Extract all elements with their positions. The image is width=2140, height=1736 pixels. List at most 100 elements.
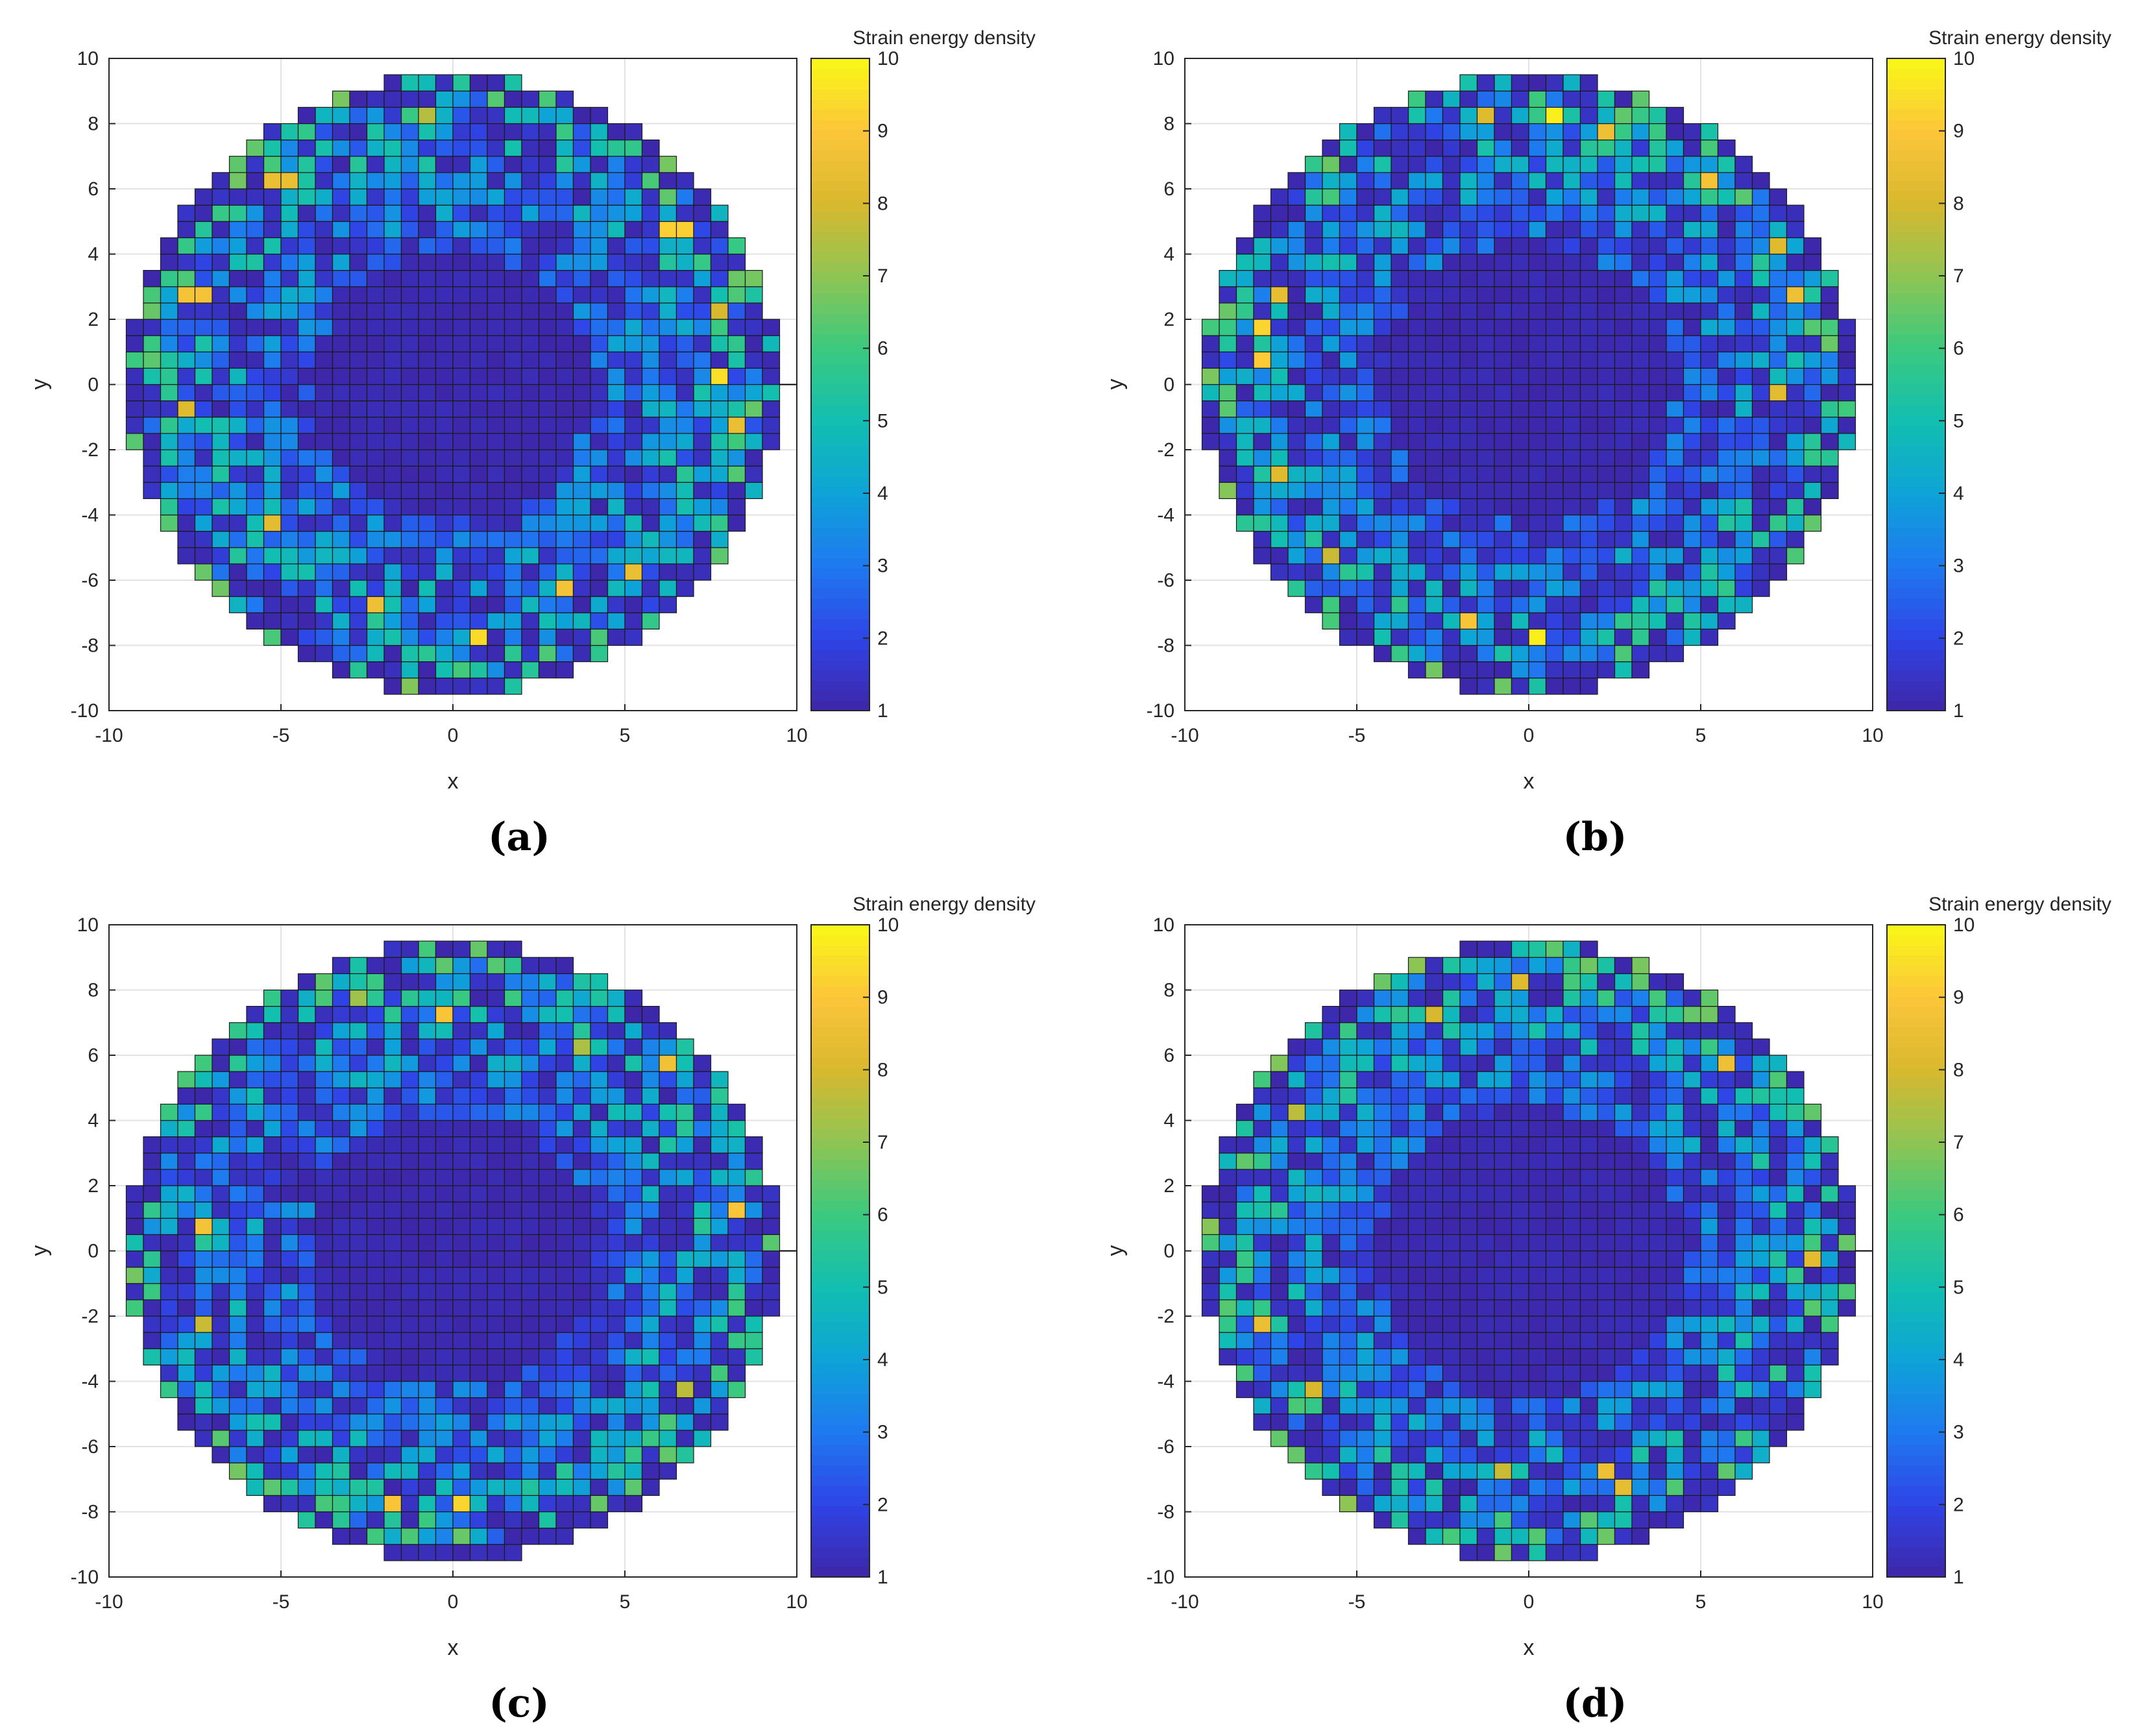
heatmap-cell xyxy=(728,385,746,401)
heatmap-cell xyxy=(1254,401,1271,417)
heatmap-cell xyxy=(659,205,677,221)
colorbar-segment xyxy=(811,1414,869,1425)
heatmap-cell xyxy=(1563,1545,1581,1561)
heatmap-cell xyxy=(556,1023,574,1039)
heatmap-cell xyxy=(1804,1234,1821,1251)
heatmap-cell xyxy=(625,238,642,254)
colorbar-segment xyxy=(811,598,869,609)
heatmap-cell xyxy=(1374,140,1392,156)
heatmap-cell xyxy=(281,580,298,596)
heatmap-cell xyxy=(470,271,488,287)
heatmap-cell xyxy=(1494,515,1512,532)
heatmap-cell xyxy=(1684,580,1701,596)
heatmap-cell xyxy=(590,385,608,401)
heatmap-cell xyxy=(574,1218,591,1234)
heatmap-cell xyxy=(419,1234,436,1251)
heatmap-cell xyxy=(1753,1137,1770,1153)
heatmap-cell xyxy=(556,482,574,498)
heatmap-cell xyxy=(1598,352,1615,368)
heatmap-cell xyxy=(728,1234,746,1251)
heatmap-cell xyxy=(350,303,367,319)
heatmap-cell xyxy=(539,287,557,303)
heatmap-cell xyxy=(556,417,574,434)
heatmap-cell xyxy=(642,515,660,532)
colorbar-segment xyxy=(811,1129,869,1140)
heatmap-cell xyxy=(1649,336,1667,352)
heatmap-cell xyxy=(281,189,298,205)
heatmap-cell xyxy=(762,1300,780,1316)
heatmap-cell xyxy=(1460,368,1477,384)
heatmap-cell xyxy=(230,466,247,482)
heatmap-cell xyxy=(505,498,522,515)
heatmap-cell xyxy=(1477,303,1495,319)
heatmap-cell xyxy=(659,1137,677,1153)
heatmap-cell xyxy=(1202,352,1220,368)
heatmap-cell xyxy=(1632,1300,1649,1316)
heatmap-cell xyxy=(677,221,694,238)
colorbar-segment xyxy=(811,1037,869,1048)
heatmap-cell xyxy=(1735,287,1753,303)
heatmap-cell xyxy=(1701,1121,1718,1137)
heatmap-cell xyxy=(1649,221,1667,238)
heatmap-cell xyxy=(1237,450,1254,466)
heatmap-cell xyxy=(1409,401,1426,417)
heatmap-cell xyxy=(1804,1251,1821,1267)
heatmap-cell xyxy=(1494,1023,1512,1039)
heatmap-cell xyxy=(625,466,642,482)
heatmap-cell xyxy=(419,1382,436,1398)
heatmap-cell xyxy=(659,1186,677,1202)
heatmap-cell xyxy=(1838,401,1856,417)
heatmap-cell xyxy=(315,401,333,417)
heatmap-cell xyxy=(367,580,385,596)
heatmap-cell xyxy=(1494,1071,1512,1088)
y-tick-label: 0 xyxy=(1163,374,1174,396)
heatmap-cell xyxy=(1494,173,1512,189)
colorbar-segment xyxy=(811,1057,869,1068)
heatmap-cell xyxy=(1443,990,1461,1007)
heatmap-cell xyxy=(1649,1414,1667,1430)
heatmap-cell xyxy=(1632,1055,1649,1071)
heatmap-cell xyxy=(333,450,350,466)
colorbar-segment xyxy=(811,191,869,202)
heatmap-cell xyxy=(1460,596,1477,613)
colorbar-segment xyxy=(1887,589,1945,600)
heatmap-cell xyxy=(625,564,642,580)
colorbar-segment xyxy=(1887,374,1945,385)
heatmap-cell xyxy=(1494,941,1512,957)
heatmap-cell xyxy=(195,466,213,482)
heatmap-cell xyxy=(1615,1234,1633,1251)
heatmap-cell xyxy=(642,1104,660,1120)
heatmap-cell xyxy=(1443,1251,1461,1267)
heatmap-cell xyxy=(1632,564,1649,580)
colorbar-segment xyxy=(811,1343,869,1354)
heatmap-cell xyxy=(315,580,333,596)
heatmap-cell xyxy=(1512,124,1529,140)
heatmap-cell xyxy=(1306,1349,1323,1365)
heatmap-cell xyxy=(608,173,626,189)
heatmap-cell xyxy=(1374,401,1392,417)
colorbar-segment xyxy=(811,659,869,670)
heatmap-cell xyxy=(1357,1495,1374,1511)
heatmap-cell xyxy=(522,1382,539,1398)
heatmap-cell xyxy=(1649,1316,1667,1332)
heatmap-cell xyxy=(1581,596,1598,613)
colorbar-segment xyxy=(811,966,869,977)
heatmap-cell xyxy=(1477,596,1495,613)
heatmap-cell xyxy=(728,1349,746,1365)
heatmap-cell xyxy=(642,140,660,156)
heatmap-cell xyxy=(1340,287,1357,303)
heatmap-cell xyxy=(1460,678,1477,694)
heatmap-cell xyxy=(556,1251,574,1267)
heatmap-cell xyxy=(1753,1349,1770,1365)
heatmap-cell xyxy=(384,498,402,515)
heatmap-cell xyxy=(590,205,608,221)
heatmap-cell xyxy=(1443,1349,1461,1365)
heatmap-cell xyxy=(367,1332,385,1349)
colorbar-tick-label: 4 xyxy=(1953,483,1964,504)
heatmap-cell xyxy=(608,532,626,548)
heatmap-cell xyxy=(367,613,385,629)
heatmap-cell xyxy=(1684,1007,1701,1023)
heatmap-cell xyxy=(746,287,763,303)
heatmap-cell xyxy=(1769,1300,1787,1316)
heatmap-cell xyxy=(505,303,522,319)
